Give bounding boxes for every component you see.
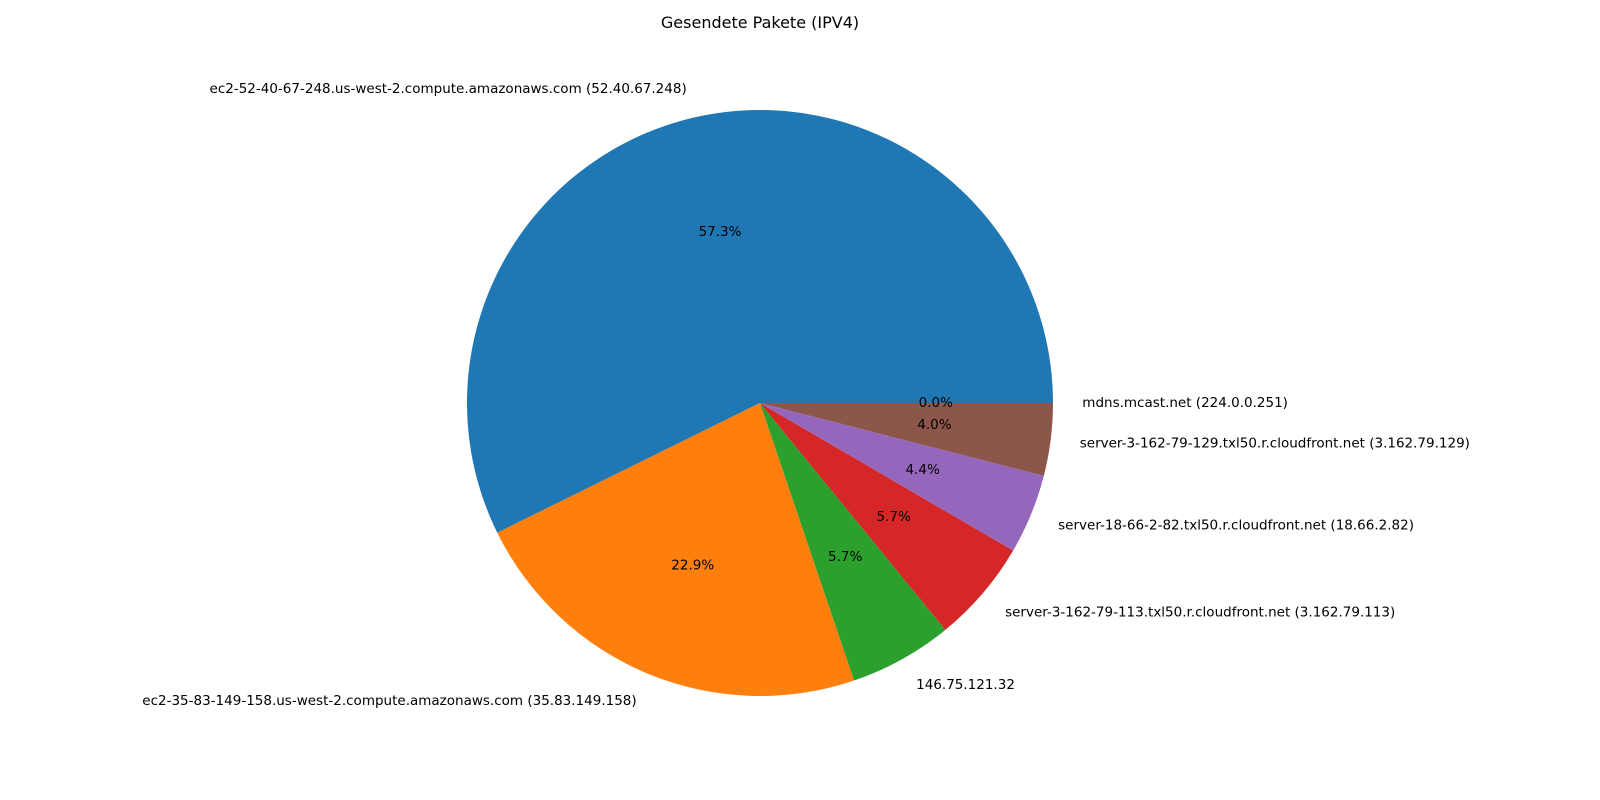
- pie-slice-3: [760, 403, 1014, 630]
- pie-slices: [466, 109, 1053, 697]
- pct-label-5: 4.0%: [917, 417, 951, 433]
- pie-slice-1: [497, 403, 855, 697]
- pct-label-1: 22.9%: [671, 557, 714, 573]
- slice-label-0: ec2-52-40-67-248.us-west-2.compute.amazo…: [210, 81, 687, 97]
- pie-slice-4: [760, 403, 1044, 551]
- pie-slice-2: [760, 403, 946, 681]
- pct-label-3: 5.7%: [877, 509, 911, 525]
- slice-label-5: server-3-162-79-129.txl50.r.cloudfront.n…: [1080, 435, 1470, 451]
- slice-label-3: server-3-162-79-113.txl50.r.cloudfront.n…: [1005, 604, 1395, 620]
- pie-slice-5: [760, 403, 1053, 476]
- slice-label-2: 146.75.121.32: [916, 677, 1015, 693]
- slice-label-6: mdns.mcast.net (224.0.0.251): [1082, 395, 1288, 411]
- pct-label-2: 5.7%: [828, 549, 862, 565]
- slice-labels: ec2-52-40-67-248.us-west-2.compute.amazo…: [142, 81, 1470, 709]
- slice-label-4: server-18-66-2-82.txl50.r.cloudfront.net…: [1058, 517, 1414, 533]
- slice-label-1: ec2-35-83-149-158.us-west-2.compute.amaz…: [142, 693, 636, 709]
- pct-label-0: 57.3%: [699, 224, 742, 240]
- percentage-labels: 57.3% 22.9% 5.7% 5.7% 4.4% 4.0% 0.0%: [671, 224, 953, 574]
- pct-label-4: 4.4%: [905, 462, 939, 478]
- pct-label-6: 0.0%: [919, 395, 953, 411]
- pie-slice-0: [466, 109, 1053, 533]
- chart-title: Gesendete Pakete (IPV4): [661, 13, 859, 32]
